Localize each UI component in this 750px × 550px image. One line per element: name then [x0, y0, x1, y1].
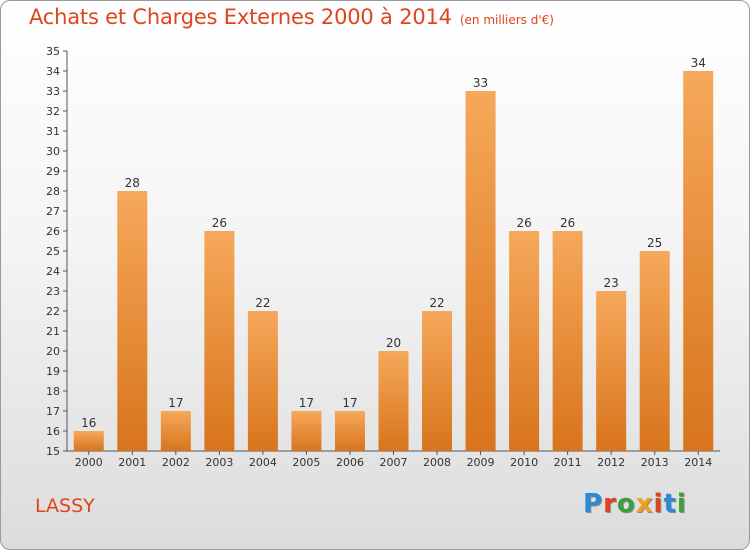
- value-label: 26: [560, 216, 575, 230]
- value-label: 17: [299, 396, 314, 410]
- y-tick-label: 15: [46, 445, 60, 458]
- x-tick-label: 2009: [467, 456, 495, 469]
- commune-name: LASSY: [35, 495, 95, 517]
- logo-letter: x: [635, 489, 654, 519]
- bar-2012: [596, 291, 627, 451]
- y-tick-label: 25: [46, 245, 60, 258]
- value-label: 20: [386, 336, 401, 350]
- bar-2004: [247, 311, 278, 451]
- y-tick-label: 27: [46, 205, 60, 218]
- value-label: 26: [516, 216, 531, 230]
- x-tick-label: 2000: [75, 456, 103, 469]
- y-tick-label: 35: [46, 45, 60, 58]
- y-tick-label: 34: [46, 65, 60, 78]
- x-tick-label: 2014: [684, 456, 712, 469]
- y-tick-label: 19: [46, 365, 60, 378]
- logo-letter: P: [583, 489, 604, 519]
- y-tick-label: 33: [46, 85, 60, 98]
- chart-bars: [73, 71, 714, 451]
- bar-2010: [509, 231, 540, 451]
- bar-2011: [552, 231, 583, 451]
- bar-2001: [117, 191, 148, 451]
- x-tick-label: 2012: [597, 456, 625, 469]
- logo-letter: t: [663, 489, 677, 519]
- value-label: 16: [81, 416, 96, 430]
- chart-title-text: Achats et Charges Externes 2000 à 2014: [29, 5, 452, 29]
- value-label: 28: [125, 176, 140, 190]
- y-tick-label: 20: [46, 345, 60, 358]
- bar-2007: [378, 351, 409, 451]
- proxiti-logo: Proxiti: [583, 489, 687, 519]
- y-tick-label: 18: [46, 385, 60, 398]
- x-tick-label: 2013: [641, 456, 669, 469]
- x-tick-label: 2010: [510, 456, 538, 469]
- value-label: 17: [342, 396, 357, 410]
- value-label: 22: [255, 296, 270, 310]
- bar-2000: [73, 431, 104, 451]
- logo-letter: i: [676, 489, 687, 519]
- x-tick-label: 2008: [423, 456, 451, 469]
- x-tick-label: 2001: [118, 456, 146, 469]
- y-tick-label: 31: [46, 125, 60, 138]
- bar-2002: [160, 411, 191, 451]
- value-label: 25: [647, 236, 662, 250]
- y-tick-label: 22: [46, 305, 60, 318]
- y-tick-label: 24: [46, 265, 60, 278]
- value-label: 17: [168, 396, 183, 410]
- bar-2006: [334, 411, 365, 451]
- value-label: 22: [429, 296, 444, 310]
- y-tick-label: 16: [46, 425, 60, 438]
- value-label: 33: [473, 76, 488, 90]
- y-tick-label: 32: [46, 105, 60, 118]
- logo-letter: o: [616, 489, 636, 519]
- x-tick-label: 2007: [380, 456, 408, 469]
- bar-2013: [639, 251, 670, 451]
- bar-2005: [291, 411, 322, 451]
- x-tick-label: 2005: [292, 456, 320, 469]
- x-tick-label: 2011: [554, 456, 582, 469]
- logo-letter: r: [603, 489, 617, 519]
- chart-labels: 2000 16 2001 28 2002 17 2003 26 2004 22 2005 17 2006…: [75, 56, 712, 469]
- chart-axes: 15 16 17 18 19 20 21 22 23 24 25 26 27 28 29 30 31 32 33 34…: [46, 45, 720, 458]
- x-tick-label: 2004: [249, 456, 277, 469]
- bar-2003: [204, 231, 235, 451]
- value-label: 23: [604, 276, 619, 290]
- chart-subtitle: (en milliers d'€): [459, 13, 554, 27]
- x-tick-label: 2006: [336, 456, 364, 469]
- x-tick-label: 2002: [162, 456, 190, 469]
- value-label: 26: [212, 216, 227, 230]
- bar-2008: [422, 311, 453, 451]
- y-tick-label: 28: [46, 185, 60, 198]
- value-label: 34: [691, 56, 706, 70]
- bar-2014: [683, 71, 714, 451]
- bar-2009: [465, 91, 496, 451]
- y-tick-label: 30: [46, 145, 60, 158]
- y-tick-label: 23: [46, 285, 60, 298]
- y-tick-label: 21: [46, 325, 60, 338]
- logo-letter: i: [653, 489, 664, 519]
- y-tick-label: 17: [46, 405, 60, 418]
- chart-title: Achats et Charges Externes 2000 à 2014 (e…: [29, 5, 554, 29]
- x-tick-label: 2003: [205, 456, 233, 469]
- y-tick-label: 26: [46, 225, 60, 238]
- y-tick-label: 29: [46, 165, 60, 178]
